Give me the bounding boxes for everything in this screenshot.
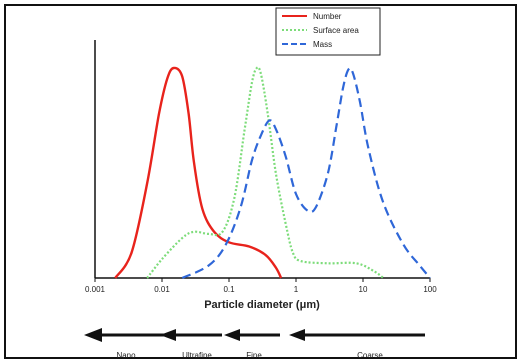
size-class-coarse: Coarse <box>357 351 383 360</box>
x-axis-title: Particle diameter (μm) <box>204 299 320 311</box>
legend-label-surface-area: Surface area <box>313 26 359 35</box>
figure-frame <box>4 4 517 359</box>
series-line-mass <box>181 67 431 280</box>
arrow-fine-head <box>224 329 240 341</box>
size-class-fine: Fine <box>246 351 262 360</box>
size-class-arrows <box>84 328 425 342</box>
x-tick-label: 10 <box>359 285 368 294</box>
arrow-nano-head <box>84 328 102 342</box>
legend-label-mass: Mass <box>313 40 332 49</box>
x-tick-label: 100 <box>423 285 437 294</box>
arrow-coarse-head <box>289 329 305 341</box>
legend: Number Surface area Mass <box>275 7 381 56</box>
arrow-ultrafine-head <box>160 329 176 341</box>
series-line-surface-area <box>146 66 384 279</box>
legend-label-number: Number <box>313 12 342 21</box>
x-tick-label: 0.01 <box>154 285 170 294</box>
series-layer <box>114 66 431 280</box>
x-tick-label: 0.001 <box>85 285 106 294</box>
x-tick-group: 0.001 0.01 0.1 1 10 100 <box>85 278 437 294</box>
x-tick-label: 1 <box>294 285 299 294</box>
x-tick-label: 0.1 <box>223 285 235 294</box>
series-line-number <box>114 66 283 279</box>
size-class-nano: Nano <box>116 351 136 360</box>
size-class-ultrafine: Ultrafine <box>182 351 212 360</box>
